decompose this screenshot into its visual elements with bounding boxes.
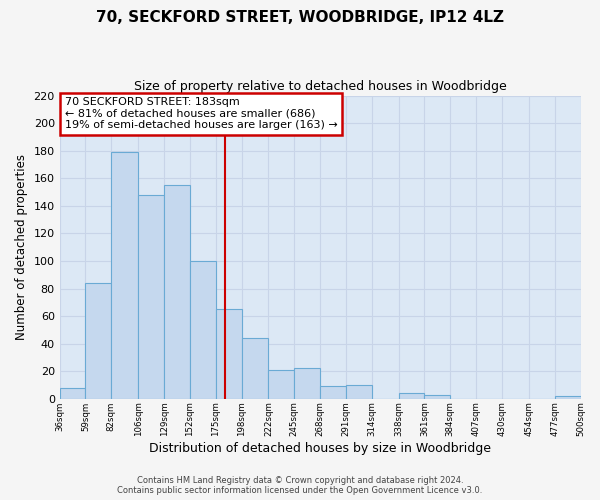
Bar <box>112 152 138 399</box>
Bar <box>85 283 112 399</box>
Title: Size of property relative to detached houses in Woodbridge: Size of property relative to detached ho… <box>134 80 506 93</box>
Bar <box>294 368 320 399</box>
Bar <box>398 394 424 399</box>
Bar <box>320 386 346 399</box>
Bar <box>164 185 190 399</box>
Text: Contains HM Land Registry data © Crown copyright and database right 2024.
Contai: Contains HM Land Registry data © Crown c… <box>118 476 482 495</box>
Bar <box>268 370 294 399</box>
Bar <box>554 396 581 399</box>
Bar <box>138 195 164 399</box>
Bar <box>242 338 268 399</box>
Bar <box>215 309 242 399</box>
Bar <box>59 388 85 399</box>
Bar <box>346 385 372 399</box>
Text: 70 SECKFORD STREET: 183sqm
← 81% of detached houses are smaller (686)
19% of sem: 70 SECKFORD STREET: 183sqm ← 81% of deta… <box>65 97 338 130</box>
X-axis label: Distribution of detached houses by size in Woodbridge: Distribution of detached houses by size … <box>149 442 491 455</box>
Bar <box>424 394 450 399</box>
Text: 70, SECKFORD STREET, WOODBRIDGE, IP12 4LZ: 70, SECKFORD STREET, WOODBRIDGE, IP12 4L… <box>96 10 504 25</box>
Y-axis label: Number of detached properties: Number of detached properties <box>15 154 28 340</box>
Bar <box>190 261 215 399</box>
